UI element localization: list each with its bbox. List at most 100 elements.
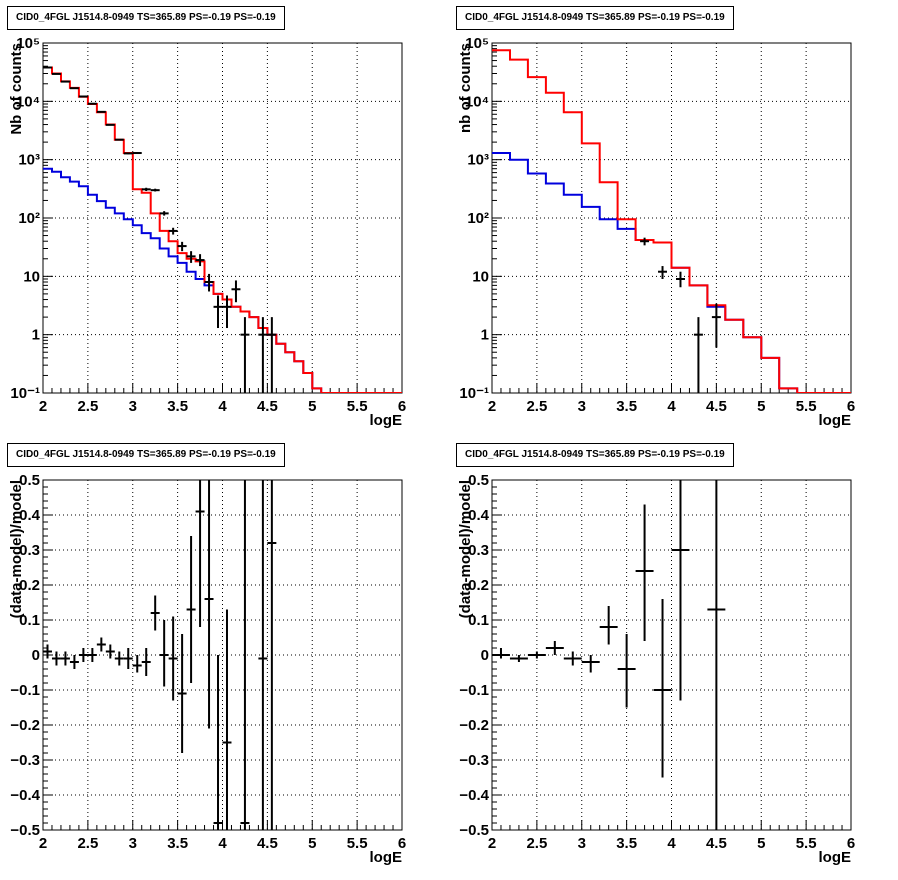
- x-tick-label: 4: [667, 835, 676, 852]
- y-tick-label: −0.1: [10, 682, 40, 699]
- data-point: [78, 648, 88, 662]
- y-tick-label: 1: [481, 327, 489, 344]
- data-point: [69, 655, 79, 669]
- data-point: [60, 651, 70, 666]
- x-tick-label: 6: [398, 835, 406, 852]
- y-tick-label: 0.1: [468, 612, 489, 629]
- data-point: [204, 480, 214, 729]
- y-axis-label: nb of counts: [457, 43, 474, 133]
- y-tick-label: 10⁴: [16, 93, 40, 110]
- y-tick-label: −0.5: [459, 822, 489, 839]
- chart-counts-left: 2 2.5 3 3.5 4 4.5 5 5.5 6 10⁻¹ 1 10 10² 10³ 10⁴ 10⁵ logE…: [8, 35, 406, 429]
- data-point: [258, 480, 268, 830]
- data-point: [222, 295, 232, 329]
- y-tick-label: −0.4: [459, 787, 489, 804]
- x-tick-label: 5: [308, 398, 316, 415]
- x-tick-label: 4: [218, 398, 227, 415]
- x-tick-label: 2.5: [526, 835, 547, 852]
- x-tick-label: 2.5: [526, 398, 547, 415]
- y-tick-label: 0.3: [468, 542, 489, 559]
- y-tick-label: 1: [32, 327, 40, 344]
- x-tick-label: 4.5: [257, 835, 278, 852]
- data-point: [132, 655, 142, 673]
- data-point: [159, 620, 169, 687]
- data-point: [204, 273, 214, 292]
- data-point: [105, 123, 115, 126]
- data-point: [527, 651, 546, 659]
- plot-title: CID0_4FGL J1514.8-0949 TS=365.89 PS=-0.1…: [7, 443, 285, 467]
- y-tick-label: 10⁻¹: [459, 385, 489, 402]
- data-point: [617, 634, 636, 708]
- y-tick-label: 0.2: [468, 577, 489, 594]
- data-point: [78, 95, 88, 98]
- data-point: [51, 651, 61, 666]
- data-point: [653, 599, 672, 778]
- y-tick-label: 10⁴: [465, 93, 489, 110]
- y-tick-label: 0.4: [468, 507, 490, 524]
- data-point: [240, 317, 250, 393]
- grid: [42, 42, 403, 394]
- plot-area: [43, 480, 277, 830]
- data-point: [711, 303, 721, 348]
- x-tick-label: 2: [488, 398, 496, 415]
- data-point: [581, 655, 600, 673]
- x-tick-label: 4.5: [706, 398, 727, 415]
- data-point: [671, 480, 690, 701]
- x-tick-label: 5.5: [347, 398, 368, 415]
- panel-counts-right: CID0_4FGL J1514.8-0949 TS=365.89 PS=-0.1…: [449, 0, 898, 437]
- data-point: [675, 271, 685, 288]
- y-tick-label: 0.5: [468, 472, 489, 489]
- y-tick-label: 0: [32, 647, 40, 664]
- y-tick-label: 0.3: [19, 542, 40, 559]
- data-point: [222, 609, 232, 830]
- x-tick-label: 4.5: [257, 398, 278, 415]
- x-tick-label: 2: [39, 835, 47, 852]
- data-point: [141, 187, 151, 192]
- model-source-line: [492, 152, 851, 393]
- x-tick-label: 2: [488, 835, 496, 852]
- data-point: [43, 66, 52, 69]
- data-point: [707, 480, 726, 830]
- data-point: [105, 644, 115, 659]
- x-tick-label: 3.5: [616, 398, 637, 415]
- x-tick-label: 4: [218, 835, 227, 852]
- data-point: [60, 80, 70, 83]
- data-point: [563, 651, 582, 666]
- plot-title: CID0_4FGL J1514.8-0949 TS=365.89 PS=-0.1…: [456, 443, 734, 467]
- data-point: [114, 651, 124, 666]
- data-point: [177, 241, 187, 252]
- x-tick-label: 6: [847, 398, 855, 415]
- data-point: [150, 595, 160, 631]
- data-point: [51, 72, 61, 75]
- x-tick-label: 5: [308, 835, 316, 852]
- x-tick-label: 3: [129, 835, 137, 852]
- data-point: [258, 317, 268, 393]
- x-tick-label: 3.5: [616, 835, 637, 852]
- data-point: [509, 655, 528, 662]
- x-tick-label: 3.5: [167, 835, 188, 852]
- data-point: [87, 102, 97, 105]
- y-tick-label: 10: [23, 268, 40, 285]
- y-tick-label: −0.3: [459, 752, 489, 769]
- x-tick-label: 5: [757, 398, 765, 415]
- axis-ticks: [42, 479, 403, 831]
- data-point: [186, 251, 196, 263]
- y-tick-label: 10: [472, 268, 489, 285]
- x-tick-label: 6: [847, 835, 855, 852]
- data-point: [492, 648, 510, 659]
- y-tick-label: −0.3: [10, 752, 40, 769]
- y-tick-label: −0.2: [459, 717, 489, 734]
- data-point: [635, 504, 654, 641]
- data-point: [123, 152, 133, 155]
- axis-ticks: [42, 45, 403, 394]
- y-axis-label: (data-model)/model: [8, 480, 25, 618]
- data-point: [658, 266, 668, 280]
- data-point: [240, 480, 250, 830]
- panel-counts-left: CID0_4FGL J1514.8-0949 TS=365.89 PS=-0.1…: [0, 0, 449, 437]
- x-tick-label: 3: [578, 398, 586, 415]
- chart-residuals-right: 2 2.5 3 3.5 4 4.5 5 5.5 6 −0.5 −0.4 −0.3 −0.2 −0.1 0 0.…: [457, 472, 855, 866]
- data-point: [640, 237, 650, 246]
- data-point: [213, 295, 223, 329]
- x-tick-label: 3: [129, 398, 137, 415]
- x-tick-label: 2.5: [77, 835, 98, 852]
